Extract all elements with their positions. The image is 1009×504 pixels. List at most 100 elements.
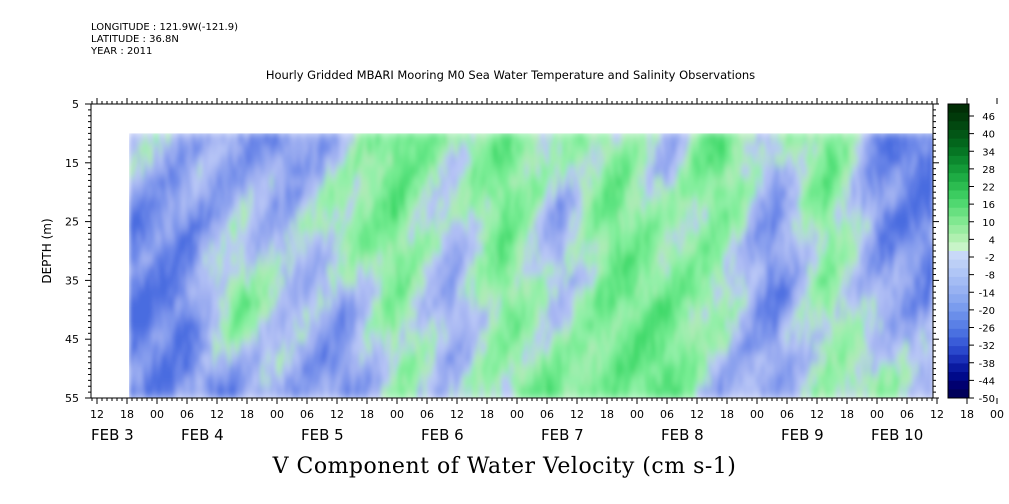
colorbar-tick-label: -38 [979,359,995,370]
x-hour-tick-label: 12 [210,408,224,421]
metadata-block: LONGITUDE : 121.9W(-121.9) LATITUDE : 36… [91,22,238,58]
colorbar: 46 40 34 28 22 16 10 4 -2 -8 -14 -20 -26 -32 -38 -44 -50 [947,103,995,405]
y-tick-label: 35 [65,274,79,287]
colorbar-swatch [948,251,969,261]
colorbar-swatch [948,346,969,356]
colorbar-swatch [948,328,969,338]
colorbar-swatch [948,380,969,390]
colorbar-tick-label: 46 [982,112,995,123]
x-axis-title: V Component of Water Velocity (cm s-1) [0,454,1009,479]
colorbar-swatch [948,302,969,313]
x-hour-tick-label: 18 [480,408,494,421]
colorbar-swatch [948,121,969,131]
colorbar-swatch [948,155,969,166]
x-day-label: FEB 3 [91,426,134,444]
colorbar-swatch [948,311,969,321]
colorbar-swatch [948,268,969,278]
colorbar-tick-label: 34 [982,147,995,158]
colorbar-swatch [948,285,969,295]
x-hour-tick-label: 18 [360,408,374,421]
y-tick-label: 15 [65,157,79,170]
colorbar-tick-label: -14 [979,288,995,299]
colorbar-swatch [948,190,969,200]
colorbar-tick-label: -20 [979,306,995,317]
x-hour-tick-label: 12 [450,408,464,421]
x-hour-tick-label: 18 [600,408,614,421]
x-hour-tick-label: 06 [660,408,674,421]
colorbar-tick-label: -2 [985,253,995,264]
x-hour-tick-label: 06 [540,408,554,421]
colorbar-swatch [948,242,969,252]
colorbar-tick-label: -44 [979,376,995,387]
latitude-label: LATITUDE : 36.8N [91,34,179,45]
chart-title-text: Hourly Gridded MBARI Mooring M0 Sea Wate… [265,68,756,82]
longitude-label: LONGITUDE : 121.9W(-121.9) [91,22,238,33]
x-hour-tick-label: 00 [510,408,524,421]
x-hour-tick-label: 12 [570,408,584,421]
x-hour-tick-label: 00 [750,408,764,421]
colorbar-swatch [948,112,969,122]
x-hour-tick-label: 18 [840,408,854,421]
x-hour-tick-label: 18 [720,408,734,421]
colorbar-swatch [948,233,969,243]
y-tick-label: 55 [65,392,79,405]
colorbar-tick-label: -8 [985,271,995,282]
x-hour-tick-label: 12 [810,408,824,421]
colorbar-swatch [948,225,969,235]
colorbar-swatch [948,276,969,287]
colorbar-tick-label: 22 [982,183,995,194]
colorbar-tick-label: -50 [979,394,995,405]
colorbar-swatch [948,320,969,330]
x-hour-tick-label: 00 [870,408,884,421]
year-label: YEAR : 2011 [91,46,153,57]
x-day-label: FEB 8 [661,426,704,444]
colorbar-tick-label: 16 [982,200,995,211]
x-hour-tick-label: 00 [390,408,404,421]
colorbar-tick-label: 4 [989,235,995,246]
y-tick-label: 45 [65,333,79,346]
y-axis-label: DEPTH (m) [40,218,54,283]
colorbar-swatch [948,173,969,183]
x-day-label: FEB 9 [781,426,824,444]
colorbar-swatch [948,129,969,140]
colorbar-tick-label: -32 [979,341,995,352]
colorbar-swatch [948,389,969,399]
x-hour-tick-label: 06 [900,408,914,421]
x-day-label: FEB 10 [871,426,923,444]
colorbar-swatch [948,104,969,114]
colorbar-swatch [948,259,969,269]
x-hour-tick-label: 18 [240,408,254,421]
x-hour-tick-label: 00 [990,408,1004,421]
x-hour-tick-label: 06 [780,408,794,421]
colorbar-swatch [948,363,969,373]
colorbar-swatch [948,354,969,364]
x-hour-tick-label: 06 [180,408,194,421]
colorbar-swatch [948,181,969,191]
colorbar-tick-label: 10 [982,218,995,229]
colorbar-swatch [948,337,969,347]
colorbar-swatch [948,207,969,217]
heatmap-cells [129,132,933,398]
y-tick-label: 25 [65,216,79,229]
heatmap-field [91,104,933,398]
colorbar-tick-label: 40 [982,130,995,141]
x-hour-tick-label: 12 [930,408,944,421]
x-hour-tick-label: 12 [90,408,104,421]
x-hour-tick-label: 12 [690,408,704,421]
x-hour-tick-label: 18 [960,408,974,421]
colorbar-swatch [948,216,969,226]
colorbar-swatch [948,199,969,209]
x-day-label: FEB 4 [181,426,224,444]
colorbar-frame [947,103,970,399]
colorbar-tick-label: -26 [979,324,995,335]
x-hour-tick-label: 18 [120,408,134,421]
x-day-label: FEB 5 [301,426,344,444]
colorbar-tick-label: 28 [982,165,995,176]
colorbar-swatch [948,372,969,382]
colorbar-swatch [948,164,969,174]
x-axis-title-text: V Component of Water Velocity (cm s-1) [272,454,737,479]
colorbar-swatch [948,138,969,148]
x-day-label: FEB 6 [421,426,464,444]
colorbar-swatch [948,147,969,157]
